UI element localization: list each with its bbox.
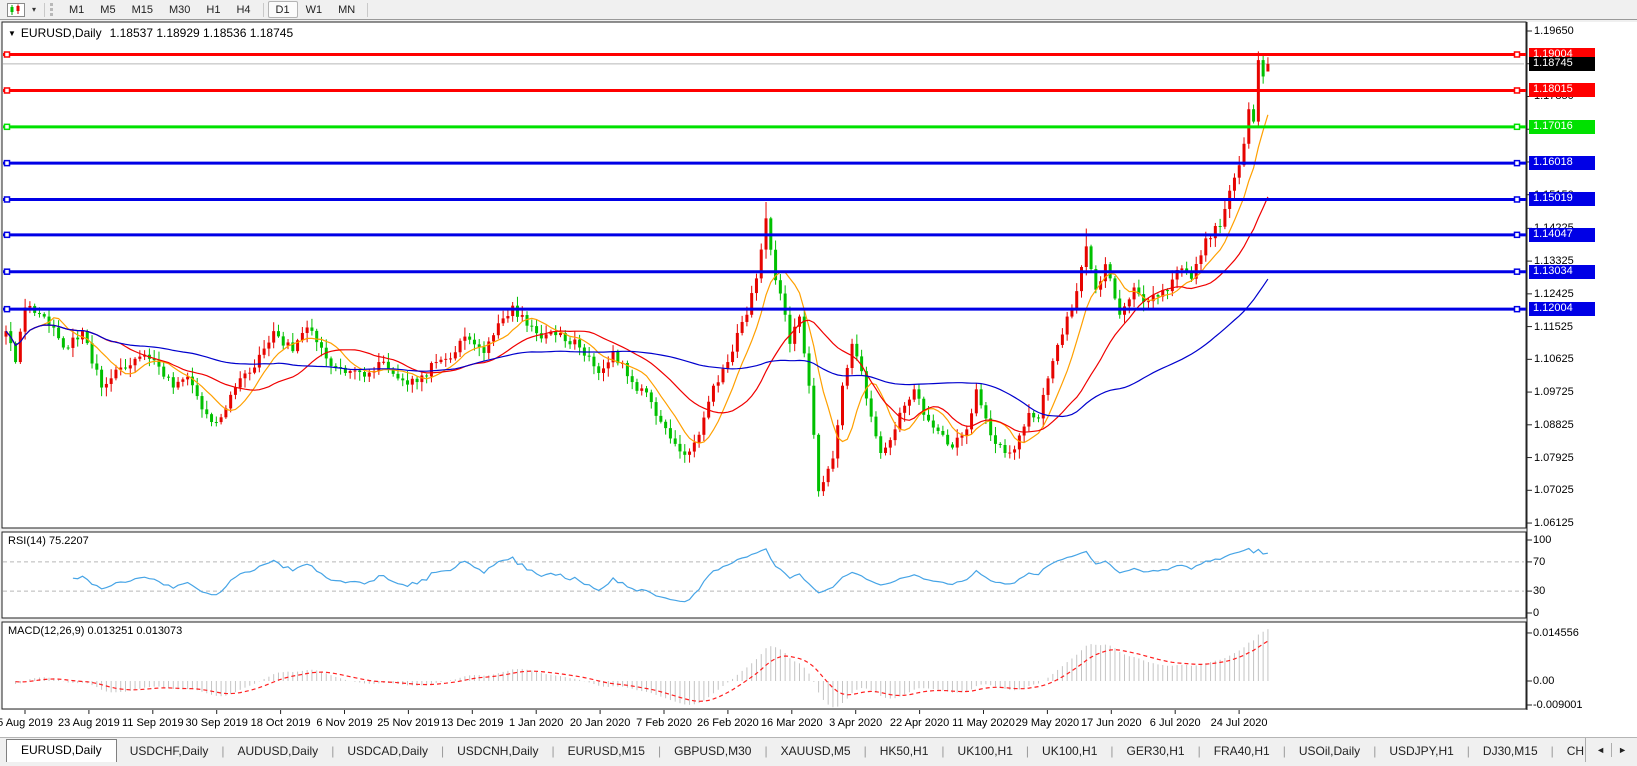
scroll-tabs-left-icon[interactable]: ◄ (1596, 745, 1606, 755)
chart-tab-usdcad-daily[interactable]: USDCAD,Daily (347, 744, 428, 758)
chart-area[interactable]: ▼ EURUSD,Daily 1.18537 1.18929 1.18536 1.1… (0, 20, 1637, 737)
tab-separator: | (1282, 744, 1286, 758)
tab-separator: | (764, 744, 768, 758)
tab-separator: | (331, 744, 335, 758)
toolbar-separator (44, 2, 46, 17)
tab-separator: | (863, 744, 867, 758)
level-line-1.16018[interactable] (3, 159, 1526, 167)
chart-tab-gbpusd-m30[interactable]: GBPUSD,M30 (674, 744, 752, 758)
timeframe-buttons: M1 M5 M15 M30 H1 H4 D1 W1 MN (61, 1, 372, 18)
chart-tab-ger30-h1[interactable]: GER30,H1 (1126, 744, 1185, 758)
tab-separator: | (441, 744, 445, 758)
toolbar: ▾ M1 M5 M15 M30 H1 H4 D1 W1 MN (0, 0, 1637, 20)
level-line-1.12004[interactable] (3, 305, 1526, 313)
candles (4, 51, 1270, 497)
chart-tab-usdchf-daily[interactable]: USDCHF,Daily (129, 744, 209, 758)
candlestick-chart-icon (7, 2, 25, 17)
timeframe-button-d1[interactable]: D1 (267, 1, 298, 18)
timeframe-button-mn[interactable]: MN (330, 1, 363, 18)
toolbar-grip[interactable] (50, 3, 56, 16)
level-line-1.14047[interactable] (3, 231, 1526, 239)
scroll-tabs-right-icon[interactable]: ► (1611, 743, 1633, 757)
timeframe-button-m30[interactable]: M30 (161, 1, 198, 18)
chart-tab-fra40-h1[interactable]: FRA40,H1 (1213, 744, 1270, 758)
chart-tab-eurusd-daily[interactable]: EURUSD,Daily (6, 739, 117, 762)
rsi-line (72, 547, 1268, 603)
tab-separator: | (1110, 744, 1114, 758)
chart-tab-usoil-daily[interactable]: USOil,Daily (1298, 744, 1361, 758)
chart-type-dropdown[interactable]: ▾ (28, 1, 40, 18)
toolbar-separator (262, 2, 264, 17)
tab-separator: | (1025, 744, 1030, 758)
chart-tab-audusd-daily[interactable]: AUDUSD,Daily (237, 744, 319, 758)
chart-tabbar: EURUSD,Daily USDCHF,Daily | AUDUSD,Daily | US… (0, 737, 1637, 762)
tab-separator: | (1197, 744, 1201, 758)
timeframe-button-m5[interactable]: M5 (92, 1, 123, 18)
timeframe-button-w1[interactable]: W1 (298, 1, 331, 18)
moving-average-8 (5, 114, 1269, 444)
price-chart-canvas[interactable] (0, 20, 1637, 737)
chart-tab-hk50-h1[interactable]: HK50,H1 (879, 744, 929, 758)
tab-separator: | (1550, 744, 1554, 758)
level-line-1.15019[interactable] (3, 196, 1526, 203)
chart-tab-xauusd-m5[interactable]: XAUUSD,M5 (780, 744, 851, 758)
tab-separator: | (1373, 744, 1377, 758)
timeframe-button-m1[interactable]: M1 (61, 1, 92, 18)
tab-separator: | (551, 744, 555, 758)
tab-scroll-arrows: ◄ ► (1585, 738, 1637, 762)
tab-separator: | (1466, 744, 1470, 758)
chart-tab-china300-h4[interactable]: CHINA300,H4 (1566, 744, 1585, 758)
chart-tab-eurusd-m15[interactable]: EURUSD,M15 (567, 744, 645, 758)
moving-average-55 (5, 278, 1269, 418)
tab-separator: | (657, 744, 662, 758)
level-line-1.13034[interactable] (3, 268, 1526, 275)
timeframe-button-h1[interactable]: H1 (198, 1, 228, 18)
chart-tabs: EURUSD,Daily USDCHF,Daily | AUDUSD,Daily | US… (0, 738, 1585, 762)
level-line-1.19004[interactable] (3, 51, 1526, 58)
moving-average-21 (5, 196, 1269, 433)
tab-separator: | (941, 744, 945, 758)
tab-separator: | (221, 744, 225, 758)
chart-tab-usdcnh-daily[interactable]: USDCNH,Daily (457, 744, 539, 758)
timeframe-button-m15[interactable]: M15 (124, 1, 161, 18)
chart-type-button[interactable] (4, 1, 28, 18)
level-line-1.18015[interactable] (3, 87, 1526, 94)
timeframe-button-h4[interactable]: H4 (228, 1, 258, 18)
chart-tab-dj30-m15[interactable]: DJ30,M15 (1482, 744, 1538, 758)
macd-signal-line (15, 640, 1269, 702)
level-line-1.17016[interactable] (3, 123, 1526, 131)
chart-tab-usdjpy-h1[interactable]: USDJPY,H1 (1389, 744, 1454, 758)
toolbar-separator (367, 2, 369, 17)
chart-tab-uk100-h1[interactable]: UK100,H1 (957, 744, 1013, 758)
chevron-down-icon: ▾ (32, 5, 37, 14)
chart-tab-uk100-h1[interactable]: UK100,H1 (1042, 744, 1098, 758)
